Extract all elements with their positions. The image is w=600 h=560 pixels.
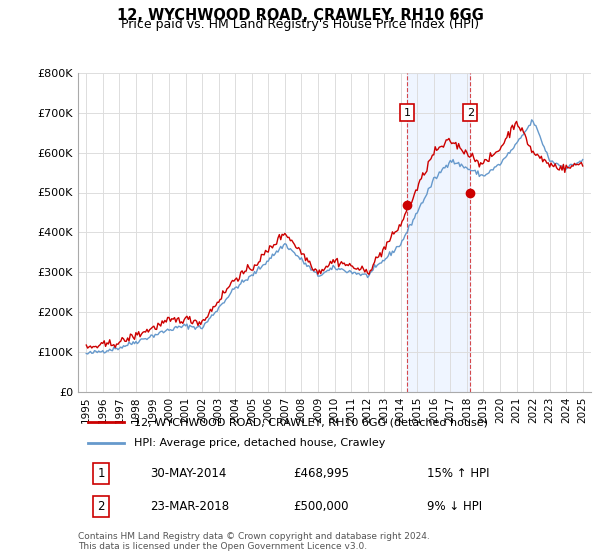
Bar	[407, 73, 470, 392]
Text: £468,995: £468,995	[293, 466, 349, 480]
Text: Price paid vs. HM Land Registry's House Price Index (HPI): Price paid vs. HM Land Registry's House …	[121, 18, 479, 31]
Text: 12, WYCHWOOD ROAD, CRAWLEY, RH10 6GG (detached house): 12, WYCHWOOD ROAD, CRAWLEY, RH10 6GG (de…	[134, 417, 488, 427]
Text: 9% ↓ HPI: 9% ↓ HPI	[427, 500, 482, 514]
Text: 2: 2	[467, 108, 474, 118]
Text: 30-MAY-2014: 30-MAY-2014	[150, 466, 226, 480]
Text: 15% ↑ HPI: 15% ↑ HPI	[427, 466, 490, 480]
Text: 1: 1	[404, 108, 411, 118]
Text: 12, WYCHWOOD ROAD, CRAWLEY, RH10 6GG: 12, WYCHWOOD ROAD, CRAWLEY, RH10 6GG	[116, 8, 484, 24]
Text: 2: 2	[97, 500, 105, 514]
Text: £500,000: £500,000	[293, 500, 349, 514]
Text: 23-MAR-2018: 23-MAR-2018	[150, 500, 229, 514]
Text: Contains HM Land Registry data © Crown copyright and database right 2024.
This d: Contains HM Land Registry data © Crown c…	[78, 532, 430, 552]
Text: HPI: Average price, detached house, Crawley: HPI: Average price, detached house, Craw…	[134, 438, 386, 448]
Text: 1: 1	[97, 466, 105, 480]
